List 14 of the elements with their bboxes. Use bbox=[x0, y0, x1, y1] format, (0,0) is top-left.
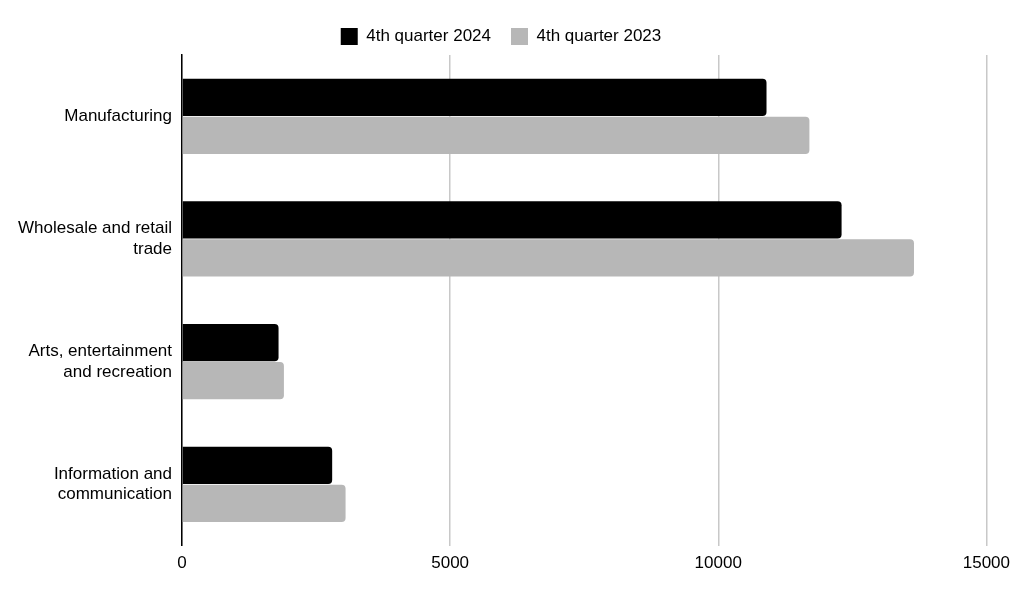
y-tick-label: Arts, entertainment and recreation bbox=[28, 341, 173, 381]
y-tick-label: Wholesale and retail trade bbox=[18, 218, 173, 258]
bar bbox=[182, 116, 810, 154]
y-tick-label: Manufacturing bbox=[64, 106, 173, 126]
bar bbox=[182, 239, 914, 277]
bar bbox=[182, 484, 346, 522]
bar bbox=[182, 362, 284, 400]
y-tick-label: Information and communication bbox=[53, 463, 173, 504]
x-tick-label: 15000 bbox=[962, 553, 1010, 573]
x-tick-label: 5000 bbox=[431, 553, 470, 573]
legend-label: 4th quarter 2024 bbox=[366, 26, 491, 46]
x-tick-label: 10000 bbox=[694, 553, 742, 573]
legend-label: 4th quarter 2023 bbox=[536, 26, 662, 46]
x-tick-label: 0 bbox=[177, 553, 187, 573]
